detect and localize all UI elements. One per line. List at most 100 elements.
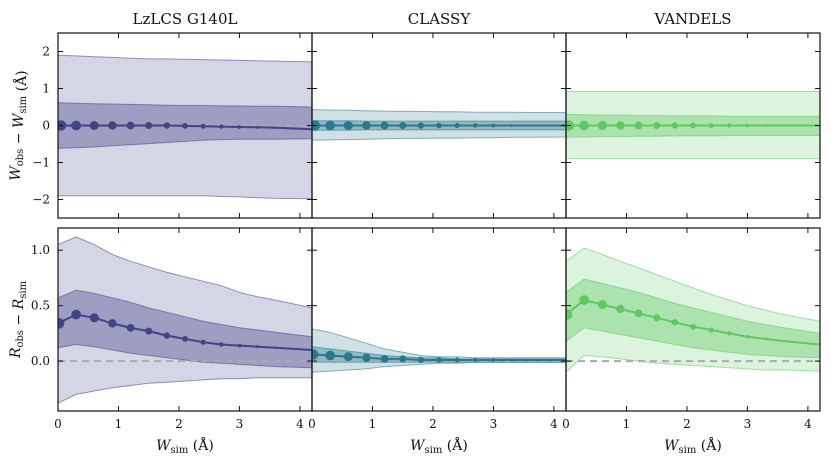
x-tick-label: 0 <box>562 417 570 431</box>
y-tick-label: 0.5 <box>31 299 50 313</box>
data-point <box>745 334 750 339</box>
x-tick-label: 2 <box>175 417 183 431</box>
data-point <box>528 358 531 362</box>
data-point <box>89 313 99 323</box>
data-point <box>491 123 496 128</box>
data-point <box>417 356 425 364</box>
data-point <box>325 350 336 361</box>
x-tick-label: 4 <box>804 417 812 431</box>
data-point <box>745 123 750 128</box>
data-point <box>312 349 319 360</box>
inner-band <box>58 289 312 369</box>
data-point <box>362 353 371 362</box>
data-point <box>671 122 679 129</box>
data-point <box>690 323 696 330</box>
data-point <box>417 122 425 129</box>
data-point <box>182 123 188 129</box>
data-point <box>708 122 714 129</box>
panel-classy-row0 <box>311 32 567 219</box>
data-point <box>597 299 607 310</box>
data-point <box>454 122 460 129</box>
y-label-part: − W <box>11 112 27 149</box>
data-point <box>325 120 336 131</box>
data-point <box>616 121 625 130</box>
x-tick-label: 0 <box>308 417 316 431</box>
y-tick-label: −2 <box>32 193 50 207</box>
y-label-part: (Å) <box>12 70 30 95</box>
data-point <box>89 120 99 131</box>
data-point <box>219 124 224 129</box>
x-tick-label: 1 <box>115 417 123 431</box>
x-tick-label: 4 <box>550 417 558 431</box>
data-point <box>380 121 389 130</box>
data-point <box>145 327 153 335</box>
data-point <box>399 355 407 363</box>
data-point <box>145 121 153 130</box>
data-point <box>690 122 696 129</box>
x-tick-label: 3 <box>490 417 498 431</box>
data-point <box>653 314 661 322</box>
data-point <box>71 309 82 320</box>
outer-band <box>312 328 566 373</box>
data-point <box>200 339 206 345</box>
x-tick-label: 2 <box>683 417 691 431</box>
y-tick-label: 1 <box>42 82 50 96</box>
x-tick-label: 2 <box>429 417 437 431</box>
data-point <box>256 345 260 349</box>
data-point <box>782 339 785 343</box>
y-label-part: R <box>8 347 24 359</box>
data-point <box>528 124 531 127</box>
data-point <box>71 120 82 131</box>
data-point <box>708 327 714 333</box>
data-point <box>616 304 625 314</box>
x-tick-label: 3 <box>744 417 752 431</box>
data-point <box>597 120 607 131</box>
data-point <box>200 123 206 129</box>
x-axis-label: Wsim (Å) <box>156 436 214 456</box>
data-point <box>436 357 442 363</box>
x-axis-label: Wsim (Å) <box>410 436 468 456</box>
data-point <box>727 123 732 128</box>
x-tick-label: 3 <box>236 417 244 431</box>
data-point <box>727 331 732 336</box>
panel-vandels-row0 <box>565 32 821 219</box>
data-point <box>491 358 496 362</box>
data-point <box>219 342 224 347</box>
column-title: CLASSY <box>408 10 472 28</box>
data-point <box>163 332 171 339</box>
y-tick-label: 0.0 <box>31 354 50 368</box>
x-tick-label: 1 <box>623 417 631 431</box>
data-point <box>473 123 478 128</box>
data-point <box>58 318 65 329</box>
data-point <box>274 126 277 129</box>
x-axis-label: Wsim (Å) <box>664 436 722 456</box>
x-tick-label: 4 <box>296 417 304 431</box>
data-point <box>182 336 188 342</box>
y-label-part: W <box>8 165 24 181</box>
data-point <box>399 121 407 130</box>
y-tick-label: 1.0 <box>31 243 50 257</box>
data-point <box>126 323 135 332</box>
data-point <box>108 121 117 130</box>
data-point <box>126 121 135 130</box>
data-point <box>380 355 389 363</box>
data-point <box>764 337 768 341</box>
y-tick-label: −1 <box>32 156 50 170</box>
y-tick-label: 2 <box>42 45 50 59</box>
axes-frame <box>565 227 821 412</box>
data-point <box>510 123 514 128</box>
y-label-part: sim <box>18 95 29 113</box>
data-point <box>634 121 643 130</box>
data-point <box>362 121 371 130</box>
column-title: LzLCS G140L <box>133 10 238 28</box>
panel-classy-row1: 0 1 2 3 4 <box>308 227 567 431</box>
y-label-part: obs <box>15 330 26 348</box>
data-point <box>653 121 661 130</box>
column-title: VANDELS <box>654 10 732 28</box>
data-point <box>473 357 478 363</box>
data-point <box>163 122 171 129</box>
x-tick-label: 1 <box>369 417 377 431</box>
panel-vandels-row1: 0 1 2 3 4 <box>562 227 821 431</box>
data-point <box>274 346 277 349</box>
